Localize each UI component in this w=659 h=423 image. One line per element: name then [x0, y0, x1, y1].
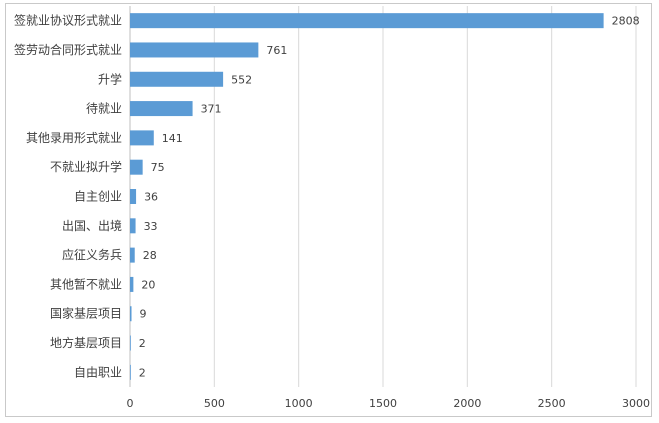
- value-label: 552: [231, 73, 252, 86]
- bar: [130, 306, 132, 322]
- value-label: 2: [139, 366, 146, 379]
- x-tick-label: 3000: [622, 397, 650, 410]
- category-label: 自主创业: [74, 190, 122, 204]
- x-tick-label: 2500: [538, 397, 566, 410]
- bars: [130, 13, 604, 380]
- category-label: 应征义务兵: [62, 247, 122, 262]
- x-tick-label: 0: [127, 397, 134, 410]
- value-label: 761: [266, 44, 287, 57]
- value-label: 28: [143, 249, 157, 262]
- category-label: 出国、出境: [62, 218, 122, 233]
- category-label: 地方基层项目: [50, 335, 122, 350]
- bar: [130, 335, 131, 351]
- category-label: 自由职业: [74, 365, 122, 379]
- value-label: 141: [162, 132, 183, 145]
- value-labels: 2808 761 552 371 141 75 36 33 28 20 9 2 2: [139, 15, 640, 380]
- bar: [130, 159, 143, 175]
- value-label: 371: [201, 103, 222, 116]
- x-tick-label: 2000: [453, 397, 481, 410]
- gridlines: [129, 6, 637, 387]
- value-label: 36: [144, 191, 158, 204]
- category-label: 签劳动合同形式就业: [14, 42, 122, 57]
- bar: [130, 13, 604, 29]
- x-tick-label: 500: [204, 397, 225, 410]
- category-label: 待就业: [86, 102, 122, 116]
- x-tick-labels: 0 500 1000 1500 2000 2500 3000: [127, 397, 651, 410]
- value-label: 2808: [612, 15, 640, 28]
- value-label: 33: [144, 220, 158, 233]
- category-labels: 签就业协议形式就业签劳动合同形式就业升学待就业其他录用形式就业不就业拟升学自主创…: [14, 13, 122, 380]
- category-label: 其他暂不就业: [50, 277, 122, 291]
- value-label: 20: [141, 278, 155, 291]
- bar: [130, 71, 224, 87]
- bar: [130, 276, 134, 292]
- category-label: 升学: [98, 71, 122, 86]
- value-label: 9: [140, 308, 147, 321]
- category-label: 不就业拟升学: [50, 159, 122, 174]
- x-tick-label: 1000: [285, 397, 313, 410]
- category-label: 其他录用形式就业: [26, 131, 122, 145]
- bar: [130, 218, 136, 234]
- bar: [130, 189, 137, 204]
- value-label: 2: [139, 337, 146, 350]
- bar: [130, 42, 259, 58]
- bar: [130, 101, 193, 117]
- x-tick-label: 1500: [369, 397, 397, 410]
- bar: [130, 130, 154, 146]
- bar: [130, 247, 135, 263]
- category-label: 国家基层项目: [50, 306, 122, 321]
- bar: [130, 364, 131, 380]
- value-label: 75: [151, 161, 165, 174]
- category-label: 签就业协议形式就业: [14, 13, 122, 28]
- chart-frame: [5, 3, 652, 417]
